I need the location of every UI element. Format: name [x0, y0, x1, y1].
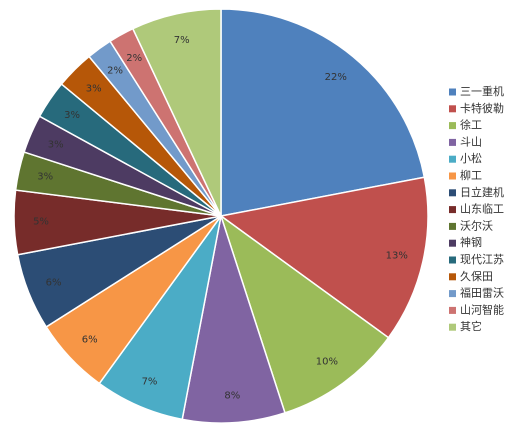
legend-label: 三一重机 — [460, 84, 504, 98]
legend-swatch — [449, 273, 456, 281]
legend-label: 久保田 — [460, 269, 493, 283]
legend-label: 神钢 — [460, 235, 482, 249]
legend-swatch — [449, 105, 456, 113]
legend-label: 小松 — [460, 151, 482, 165]
legend-swatch — [449, 138, 456, 146]
legend-swatch — [449, 88, 456, 96]
pie-slice-15 — [131, 8, 222, 217]
legend-swatch — [449, 323, 456, 331]
legend-swatch — [449, 222, 456, 230]
slice-value-label: 5% — [33, 217, 49, 228]
legend-swatch — [449, 239, 456, 247]
slice-value-label: 2% — [107, 65, 123, 76]
legend-label: 其它 — [460, 319, 482, 333]
slice-value-label: 8% — [224, 391, 240, 402]
legend-label: 沃尔沃 — [460, 219, 493, 232]
slice-value-label: 22% — [325, 72, 347, 83]
legend-swatch — [449, 122, 456, 130]
legend-swatch — [449, 206, 456, 214]
slice-value-label: 6% — [46, 277, 62, 288]
legend-swatch — [449, 172, 456, 180]
slice-value-label: 10% — [316, 357, 338, 368]
legend-swatch — [449, 189, 456, 197]
pie-labels: 22% 13% 10% 8% 7% 6% 6% 5% 3% 3% 3% 3% 2%2% 7% — [33, 35, 408, 402]
legend-swatch — [449, 256, 456, 264]
legend-label: 山东临工 — [460, 202, 504, 216]
legend-swatch — [449, 290, 456, 298]
legend-swatch — [449, 306, 456, 314]
legend-label: 徐工 — [460, 118, 482, 132]
legend-label: 卡特彼勒 — [460, 101, 504, 115]
pie-slices — [13, 8, 429, 424]
pie-slice-1 — [220, 8, 426, 217]
legend-label: 柳工 — [460, 168, 482, 182]
pie-slice-2 — [219, 176, 429, 339]
slice-value-label: 3% — [37, 172, 53, 183]
legend-label: 山河智能 — [460, 302, 504, 316]
pie-slice-4 — [181, 215, 286, 424]
legend-label: 日立建机 — [460, 185, 504, 199]
legend-label: 现代江苏 — [460, 253, 504, 266]
legend-label: 福田雷沃 — [460, 286, 504, 300]
slice-value-label: 7% — [142, 376, 158, 387]
slice-value-label: 2% — [126, 53, 142, 64]
slice-value-label: 3% — [86, 84, 102, 95]
legend-swatch — [449, 155, 456, 163]
slice-value-label: 3% — [48, 140, 64, 151]
pie-slice-3 — [219, 214, 390, 414]
slice-value-label: 3% — [64, 110, 80, 121]
slice-value-label: 6% — [82, 334, 98, 345]
legend: 三一重机卡特彼勒徐工斗山小松柳工日立建机山东临工沃尔沃神钢现代江苏久保田福田雷沃… — [449, 84, 504, 333]
slice-value-label: 13% — [386, 250, 408, 261]
legend-label: 斗山 — [460, 135, 482, 148]
slice-value-label: 7% — [174, 35, 190, 46]
